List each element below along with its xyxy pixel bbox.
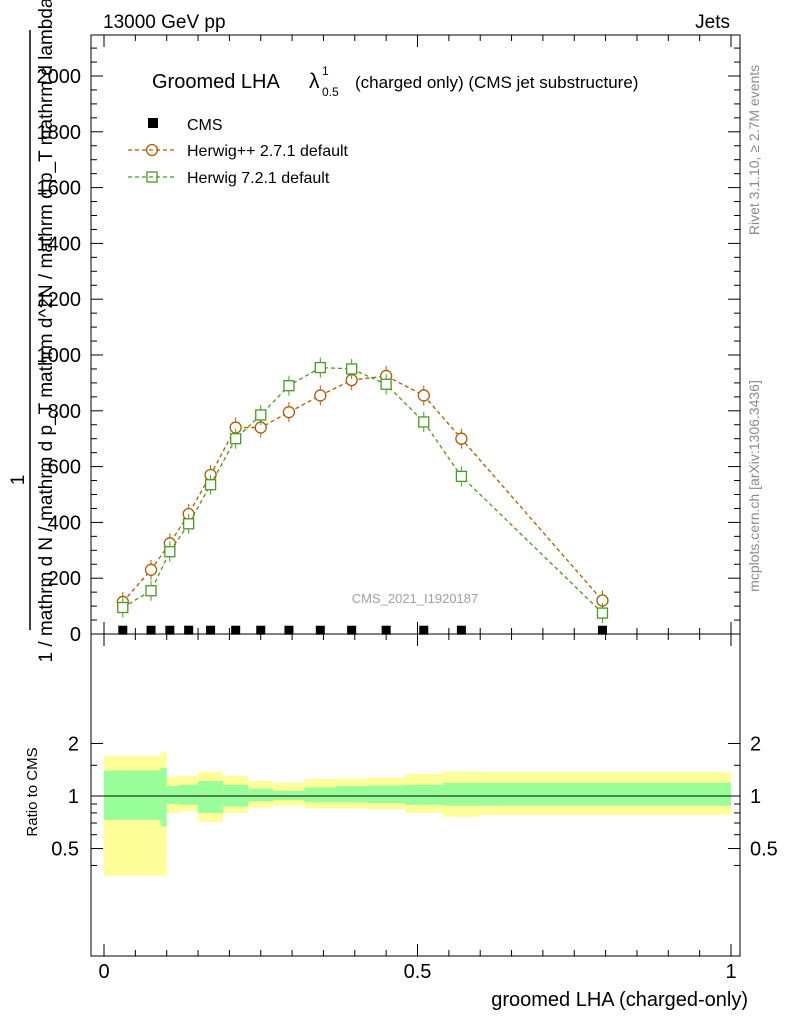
ratio-band-green	[304, 787, 336, 803]
x-tick-label: 0	[98, 961, 109, 983]
cms-point	[456, 625, 466, 635]
herwig7-point	[346, 363, 358, 375]
y-tick-label: 1000	[37, 345, 82, 367]
ratio-frame	[90, 633, 741, 957]
y-tick-label: 1200	[37, 289, 82, 311]
x-tick-label: 0.5	[404, 961, 432, 983]
main-series	[116, 357, 609, 635]
ratio-y-tick-label-right: 1	[750, 786, 761, 808]
side-label-rivet: Rivet 3.1.10, ≥ 2.7M events	[746, 65, 762, 235]
legend-marker-cms	[148, 118, 158, 128]
ratio-band-green	[198, 780, 224, 813]
header-right: Jets	[695, 12, 730, 33]
y-tick-label: 1600	[37, 178, 82, 200]
y-tick-label: 600	[48, 457, 81, 479]
cms-point	[256, 625, 266, 635]
y-tick-label: 200	[48, 568, 81, 590]
herwig7-point	[145, 585, 157, 597]
ratio-band-green	[166, 786, 180, 804]
cms-point	[315, 625, 325, 635]
title-superscript: 1	[322, 64, 329, 78]
x-axis-label: groomed LHA (charged-only)	[491, 989, 748, 1011]
cms-point	[231, 625, 241, 635]
ratio-band-green	[104, 770, 161, 820]
herwig7-point	[204, 479, 217, 491]
ratio-band-green	[442, 782, 481, 806]
ratio-band-green	[404, 784, 443, 805]
herwigpp-point	[282, 406, 296, 419]
legend-marker-herwig7	[146, 171, 158, 183]
series-line	[122, 366, 603, 614]
y-tick-label: 1800	[37, 122, 82, 144]
cms-point	[347, 625, 357, 635]
main-y-axis-label: 1 1 / mathrm d N / mathrm d p_T mathrm d…	[8, 0, 57, 662]
y-label-text: 1 / mathrm d N / mathrm d p_T mathrm d^2…	[36, 0, 57, 662]
ratio-y-tick-label-right: 0.5	[750, 839, 778, 861]
y-tick-label: 400	[48, 512, 81, 534]
herwigpp-point	[314, 389, 327, 402]
herwig7-point	[455, 470, 468, 483]
y-tick-label: 0	[70, 624, 81, 646]
ratio-y-axis-label: Ratio to CMS	[24, 747, 41, 836]
y-tick-label: 2000	[37, 66, 82, 88]
title-symbol: λ	[309, 70, 320, 93]
y-tick-label: 1400	[37, 233, 82, 255]
legend: CMS Herwig++ 2.7.1 default Herwig 7.2.1 …	[128, 117, 349, 187]
herwig7-point	[283, 380, 295, 392]
herwig7-point	[255, 409, 267, 421]
ratio-band-green	[179, 784, 199, 805]
ratio-band-green	[248, 788, 274, 802]
ratio-band-green	[160, 767, 167, 827]
herwigpp-point	[455, 432, 468, 445]
side-label-mcplots: mcplots.cern.ch [arXiv:1306.3436]	[746, 380, 762, 592]
y-tick-label: 800	[48, 401, 81, 423]
herwig7-point	[418, 416, 430, 428]
ratio-y-tick-label: 2	[68, 733, 79, 755]
x-tick-label: 1	[725, 961, 736, 983]
herwig7-point	[380, 378, 392, 390]
plot-title: Groomed LHA λ 1 0.5 (charged only) (CMS …	[152, 64, 638, 99]
ratio-band-green	[367, 785, 405, 804]
series-line	[122, 375, 603, 603]
cms-point	[419, 625, 429, 635]
herwig7-point	[164, 546, 176, 558]
ratio-bands	[91, 752, 740, 876]
title-main: Groomed LHA	[152, 71, 280, 93]
ratio-band-green	[480, 782, 731, 806]
main-axes: 0 200 400 600 800 1000 1200 1400 1600 1800 2000	[37, 35, 740, 646]
ratio-axes: 0.5 0.5 1 1 2 2 0 0.5 1	[51, 634, 778, 983]
header-left: 13000 GeV pp	[103, 12, 226, 33]
ratio-band-green	[273, 790, 305, 800]
cms-point	[165, 625, 175, 635]
herwigpp-point	[417, 389, 430, 402]
herwig7-point	[314, 361, 326, 374]
legend-label-herwig7: Herwig 7.2.1 default	[187, 170, 330, 187]
ratio-band-green	[335, 786, 368, 803]
title-suffix: (charged only) (CMS jet substructure)	[355, 73, 638, 92]
cms-point	[146, 625, 156, 635]
herwigpp-point	[144, 563, 158, 576]
herwig7-point	[596, 607, 609, 619]
legend-marker-herwigpp	[145, 143, 159, 157]
herwig7-point	[182, 518, 195, 530]
cms-point	[118, 625, 128, 635]
cms-point	[597, 625, 607, 635]
y-label-numerator-one: 1	[8, 475, 29, 486]
cms-point	[184, 625, 194, 635]
watermark: CMS_2021_I1920187	[352, 591, 479, 606]
ratio-y-tick-label-right: 2	[750, 733, 761, 755]
legend-label-cms: CMS	[187, 117, 223, 134]
cms-point	[381, 625, 391, 635]
ratio-y-tick-label: 1	[68, 786, 79, 808]
ratio-y-tick-label: 0.5	[51, 839, 79, 861]
cms-point	[284, 625, 294, 635]
cms-point	[206, 625, 216, 635]
herwig7-point	[117, 601, 129, 614]
title-subscript: 0.5	[322, 85, 339, 99]
herwig7-point	[230, 433, 242, 445]
legend-label-herwigpp: Herwig++ 2.7.1 default	[187, 143, 349, 160]
